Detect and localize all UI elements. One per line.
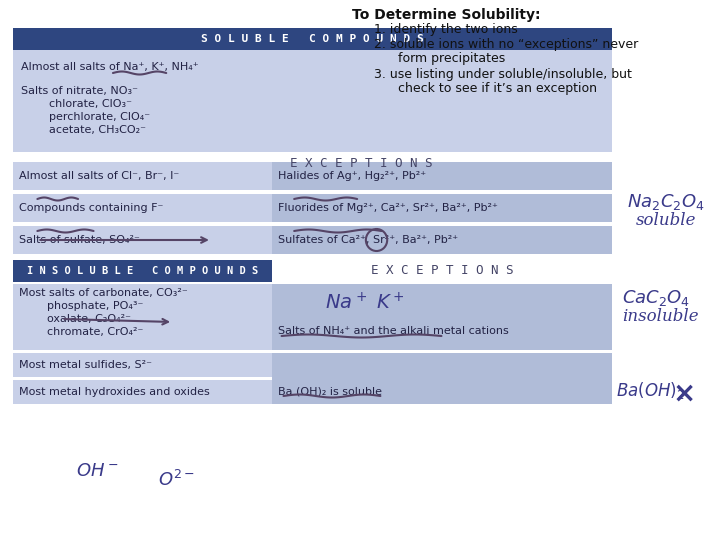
Bar — [272, 226, 612, 254]
Text: $Na_2C_2O_4$: $Na_2C_2O_4$ — [626, 192, 704, 212]
Text: Ba (OH)₂ is soluble: Ba (OH)₂ is soluble — [278, 387, 382, 397]
Bar — [13, 353, 272, 377]
Bar — [13, 50, 612, 152]
Bar — [272, 284, 612, 350]
Bar — [13, 226, 272, 254]
Text: To Determine Solubility:: To Determine Solubility: — [352, 8, 541, 22]
Bar — [272, 162, 612, 190]
Text: form precipitates: form precipitates — [362, 52, 505, 65]
Text: soluble: soluble — [636, 212, 697, 229]
Text: insoluble: insoluble — [621, 308, 698, 325]
Text: perchlorate, ClO₄⁻: perchlorate, ClO₄⁻ — [21, 112, 150, 122]
Text: acetate, CH₃CO₂⁻: acetate, CH₃CO₂⁻ — [21, 125, 146, 135]
Text: check to see if it’s an exception: check to see if it’s an exception — [362, 82, 597, 95]
Text: 3. use listing under soluble/insoluble, but: 3. use listing under soluble/insoluble, … — [362, 68, 632, 81]
Bar — [13, 162, 272, 190]
Text: $OH^-$: $OH^-$ — [76, 462, 119, 480]
Bar — [13, 260, 272, 282]
Text: Sulfates of Ca²⁺, Sr²⁺, Ba²⁺, Pb²⁺: Sulfates of Ca²⁺, Sr²⁺, Ba²⁺, Pb²⁺ — [278, 235, 458, 245]
Text: $CaC_2O_4$: $CaC_2O_4$ — [621, 288, 690, 308]
Bar — [272, 353, 612, 404]
Text: Almost all salts of Na⁺, K⁺, NH₄⁺: Almost all salts of Na⁺, K⁺, NH₄⁺ — [21, 62, 199, 72]
Text: Fluorides of Mg²⁺, Ca²⁺, Sr²⁺, Ba²⁺, Pb²⁺: Fluorides of Mg²⁺, Ca²⁺, Sr²⁺, Ba²⁺, Pb²… — [278, 203, 498, 213]
Bar — [13, 194, 272, 222]
Text: chlorate, ClO₃⁻: chlorate, ClO₃⁻ — [21, 99, 132, 109]
Bar — [272, 194, 612, 222]
Text: phosphate, PO₄³⁻: phosphate, PO₄³⁻ — [19, 301, 143, 311]
Text: Most metal hydroxides and oxides: Most metal hydroxides and oxides — [19, 387, 210, 397]
Text: chromate, CrO₄²⁻: chromate, CrO₄²⁻ — [19, 327, 143, 337]
Text: Most salts of carbonate, CO₃²⁻: Most salts of carbonate, CO₃²⁻ — [19, 288, 188, 298]
Bar — [13, 28, 612, 50]
Text: Salts of nitrate, NO₃⁻: Salts of nitrate, NO₃⁻ — [21, 86, 138, 96]
Bar — [13, 284, 272, 350]
Text: Almost all salts of Cl⁻, Br⁻, I⁻: Almost all salts of Cl⁻, Br⁻, I⁻ — [19, 171, 179, 181]
Text: Salts of NH₄⁺ and the alkali metal cations: Salts of NH₄⁺ and the alkali metal catio… — [278, 326, 508, 336]
Text: E X C E P T I O N S: E X C E P T I O N S — [289, 157, 432, 170]
Text: 2. soluble ions with no “exceptions” never: 2. soluble ions with no “exceptions” nev… — [362, 38, 638, 51]
Text: S O L U B L E   C O M P O U N D S: S O L U B L E C O M P O U N D S — [201, 34, 424, 44]
Text: Compounds containing F⁻: Compounds containing F⁻ — [19, 203, 163, 213]
Text: $\mathit{Na^+\ K^+}$: $\mathit{Na^+\ K^+}$ — [325, 292, 405, 313]
Text: $\mathbf{\times}$: $\mathbf{\times}$ — [672, 380, 694, 408]
Text: Salts of sulfate, SO₄²⁻: Salts of sulfate, SO₄²⁻ — [19, 235, 140, 245]
Text: E X C E P T I O N S: E X C E P T I O N S — [371, 265, 513, 278]
Text: I N S O L U B L E   C O M P O U N D S: I N S O L U B L E C O M P O U N D S — [27, 266, 258, 276]
Text: $Ba(OH)_2$: $Ba(OH)_2$ — [616, 380, 685, 401]
Text: $O^{2-}$: $O^{2-}$ — [158, 470, 196, 490]
Text: Halides of Ag⁺, Hg₂²⁺, Pb²⁺: Halides of Ag⁺, Hg₂²⁺, Pb²⁺ — [278, 171, 426, 181]
Bar — [13, 380, 272, 404]
Text: Most metal sulfides, S²⁻: Most metal sulfides, S²⁻ — [19, 360, 152, 370]
Text: 1. identify the two ions: 1. identify the two ions — [362, 23, 518, 36]
Text: oxalate, C₂O₄²⁻: oxalate, C₂O₄²⁻ — [19, 314, 131, 324]
